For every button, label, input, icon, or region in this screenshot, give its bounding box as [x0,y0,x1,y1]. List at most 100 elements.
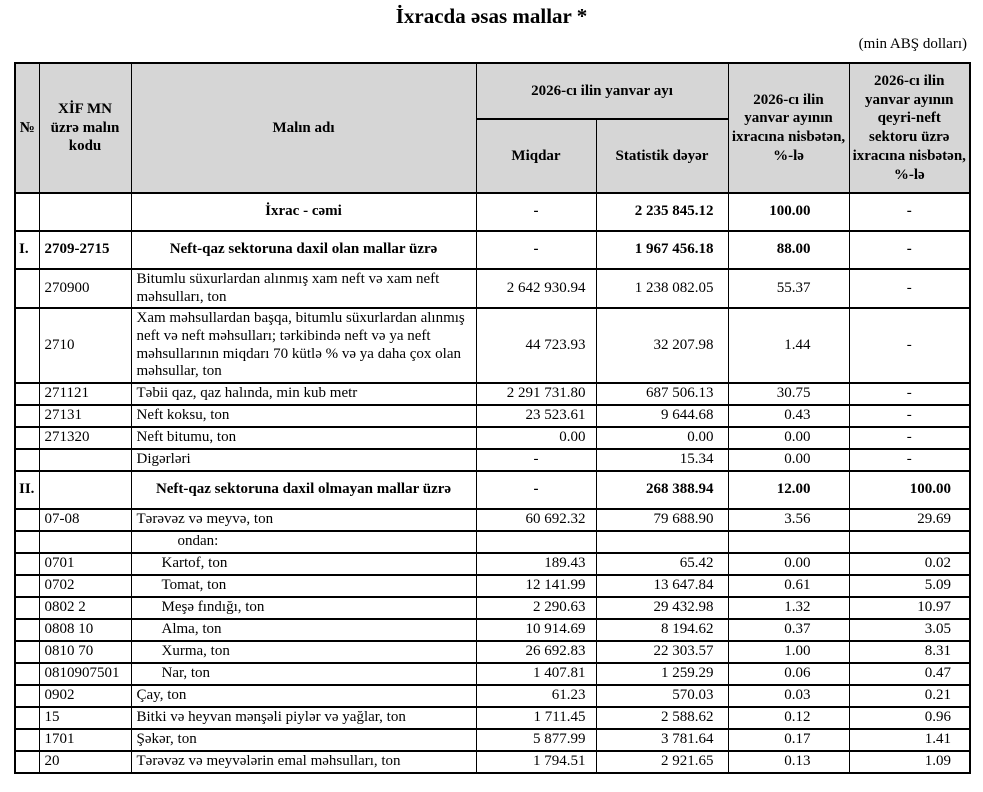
cell-no [14,662,40,687]
cell-pct-total: 55.37 [727,267,850,310]
cell-pct-total: 3.56 [727,508,850,533]
cell-stat-value: 8 194.62 [595,618,729,643]
cell-pct-total: 30.75 [727,382,850,407]
cell-pct-total: 0.03 [727,684,850,709]
cell-stat-value: 268 388.94 [595,470,729,511]
cell-pct-nonoil: - [848,192,971,232]
cell-name: Tomat, ton [130,574,477,599]
cell-quantity: 1 711.45 [475,706,597,731]
cell-code: 0810907501 [38,662,132,687]
cell-quantity: 1 407.81 [475,662,597,687]
cell-name: Bitumlu süxurlardan alınmış xam neft və … [130,267,477,310]
cell-code: 0701 [38,552,132,577]
table-row: 15 Bitki və heyvan mənşəli piylər və yağl… [14,706,971,731]
table-row: 0810 70 Xurma, ton 26 692.83 22 303.57 1.00 8… [14,640,971,665]
cell-name: Alma, ton [130,618,477,643]
cell-stat-value: 9 644.68 [595,404,729,429]
cell-code: 20 [38,750,132,775]
cell-quantity: 10 914.69 [475,618,597,643]
table-row: 270900 Bitumlu süxurlardan alınmış xam ne… [14,267,971,310]
cell-pct-nonoil: 5.09 [848,574,971,599]
cell-pct-nonoil: - [848,307,971,385]
cell-no: I. [14,230,40,270]
cell-stat-value: 29 432.98 [595,596,729,621]
cell-code: 0702 [38,574,132,599]
cell-name: Meşə fındığı, ton [130,596,477,621]
cell-pct-nonoil: 1.09 [848,750,971,775]
table-header: № XİF MN üzrə malın kodu Malın adı 2026-… [14,62,971,194]
cell-name: Xurma, ton [130,640,477,665]
cell-stat-value: 32 207.98 [595,307,729,385]
cell-name: Şəkər, ton [130,728,477,753]
cell-quantity: 1 794.51 [475,750,597,775]
cell-name: Təbii qaz, qaz halında, min kub metr [130,382,477,407]
cell-pct-total: 0.61 [727,574,850,599]
cell-pct-nonoil: - [848,267,971,310]
cell-pct-nonoil: - [848,404,971,429]
cell-no [14,552,40,577]
header-pct-nonoil: 2026-cı ilin yanvar ayının qeyri-neft se… [848,62,971,194]
cell-pct-total: 0.13 [727,750,850,775]
cell-pct-nonoil: 29.69 [848,508,971,533]
cell-stat-value: 2 588.62 [595,706,729,731]
cell-stat-value: 79 688.90 [595,508,729,533]
table-body: İxrac - cəmi -2 235 845.12 100.00- I. 2709-2… [14,192,971,775]
cell-pct-nonoil: 100.00 [848,470,971,511]
cell-quantity [475,530,597,555]
cell-pct-nonoil: 0.21 [848,684,971,709]
table-row: 1701 Şəkər, ton 5 877.99 3 781.64 0.17 1.41 [14,728,971,753]
cell-no [14,404,40,429]
cell-no [14,640,40,665]
header-quantity: Miqdar [475,118,597,194]
cell-pct-nonoil: 0.47 [848,662,971,687]
cell-no [14,706,40,731]
cell-pct-nonoil: - [848,426,971,451]
cell-stat-value [595,530,729,555]
cell-code: 270900 [38,267,132,310]
cell-pct-total: 0.37 [727,618,850,643]
cell-stat-value: 1 259.29 [595,662,729,687]
header-pct-total: 2026-cı ilin yanvar ayının ixracına nisb… [727,62,850,194]
table-row: II. Neft-qaz sektoruna daxil olmayan mall… [14,470,971,511]
cell-quantity: 12 141.99 [475,574,597,599]
cell-no: II. [14,470,40,511]
cell-no [14,618,40,643]
cell-code: 0802 2 [38,596,132,621]
cell-pct-nonoil: 3.05 [848,618,971,643]
cell-quantity: 2 290.63 [475,596,597,621]
cell-no [14,530,40,555]
cell-no [14,596,40,621]
header-name: Malın adı [130,62,477,194]
cell-code: 15 [38,706,132,731]
table-row: 0701 Kartof, ton 189.43 65.42 0.00 0.02 [14,552,971,577]
cell-code: 2710 [38,307,132,385]
cell-pct-total: 0.12 [727,706,850,731]
cell-pct-nonoil: - [848,230,971,270]
cell-pct-nonoil [848,530,971,555]
cell-quantity: 60 692.32 [475,508,597,533]
cell-pct-total: 1.00 [727,640,850,665]
cell-name: Neft koksu, ton [130,404,477,429]
table-row: 0702 Tomat, ton 12 141.99 13 647.84 0.61 5.09 [14,574,971,599]
cell-quantity: - [475,230,597,270]
cell-pct-total: 1.44 [727,307,850,385]
cell-no [14,307,40,385]
table-row: 0810907501 Nar, ton 1 407.81 1 259.29 0.06 0.… [14,662,971,687]
table-row: 20 Tərəvəz və meyvələrin emal məhsulları,… [14,750,971,775]
cell-name: Bitki və heyvan mənşəli piylər və yağlar… [130,706,477,731]
cell-pct-total: 0.00 [727,426,850,451]
cell-code: 0810 70 [38,640,132,665]
cell-pct-total: 0.17 [727,728,850,753]
cell-no [14,267,40,310]
cell-pct-total: 0.00 [727,552,850,577]
cell-pct-nonoil: 0.02 [848,552,971,577]
cell-code: 271320 [38,426,132,451]
cell-code [38,448,132,473]
cell-stat-value: 22 303.57 [595,640,729,665]
cell-code [38,530,132,555]
cell-stat-value: 2 235 845.12 [595,192,729,232]
header-code: XİF MN üzrə malın kodu [38,62,132,194]
cell-quantity: 0.00 [475,426,597,451]
cell-code: 271121 [38,382,132,407]
cell-stat-value: 3 781.64 [595,728,729,753]
